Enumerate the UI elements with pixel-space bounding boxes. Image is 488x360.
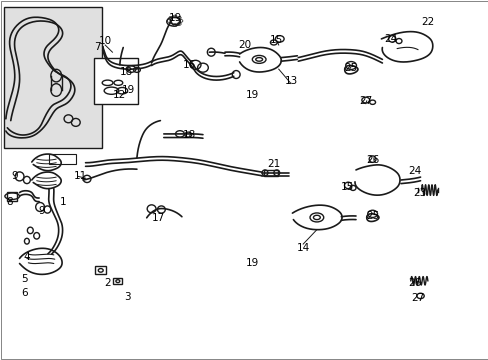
Text: 1: 1 bbox=[60, 197, 67, 207]
Bar bbox=[94, 58, 138, 104]
Bar bbox=[4, 7, 102, 148]
Text: 24: 24 bbox=[407, 166, 421, 176]
Bar bbox=[7, 192, 17, 201]
Text: 26: 26 bbox=[407, 278, 421, 288]
Bar bbox=[113, 278, 122, 284]
Text: 7: 7 bbox=[94, 42, 101, 52]
Text: 16: 16 bbox=[183, 60, 196, 70]
Text: 18: 18 bbox=[183, 130, 196, 140]
Text: 2: 2 bbox=[104, 278, 111, 288]
Text: 17: 17 bbox=[152, 213, 165, 223]
Text: 3: 3 bbox=[123, 292, 130, 302]
Text: 13: 13 bbox=[284, 76, 297, 86]
Text: 22: 22 bbox=[420, 17, 434, 27]
Text: 20: 20 bbox=[238, 40, 250, 50]
Text: 14: 14 bbox=[296, 243, 309, 253]
Bar bbox=[264, 170, 277, 176]
Text: 19: 19 bbox=[245, 90, 259, 100]
Text: 11: 11 bbox=[74, 171, 87, 181]
Text: 27: 27 bbox=[410, 293, 424, 303]
Text: 27: 27 bbox=[358, 96, 372, 106]
Text: 26: 26 bbox=[365, 155, 379, 165]
Text: 5: 5 bbox=[21, 274, 28, 284]
Text: 15: 15 bbox=[269, 35, 283, 45]
Text: 8: 8 bbox=[6, 197, 13, 207]
Text: 19: 19 bbox=[245, 258, 259, 268]
Bar bbox=[95, 266, 106, 274]
Text: 12: 12 bbox=[113, 90, 126, 100]
Text: 6: 6 bbox=[21, 288, 28, 298]
Text: 10: 10 bbox=[99, 36, 111, 46]
Text: 23: 23 bbox=[412, 188, 426, 198]
Text: 4: 4 bbox=[23, 252, 30, 262]
Text: 9: 9 bbox=[11, 171, 18, 181]
Text: 18: 18 bbox=[119, 67, 133, 77]
Text: 21: 21 bbox=[266, 159, 280, 169]
Text: 19: 19 bbox=[168, 13, 182, 23]
Text: 25: 25 bbox=[365, 211, 379, 221]
Text: 19: 19 bbox=[122, 85, 135, 95]
Text: 24: 24 bbox=[384, 34, 397, 44]
Bar bbox=[49, 154, 76, 164]
Text: 25: 25 bbox=[344, 63, 357, 73]
Text: 15: 15 bbox=[340, 182, 353, 192]
Text: 9: 9 bbox=[38, 206, 45, 216]
